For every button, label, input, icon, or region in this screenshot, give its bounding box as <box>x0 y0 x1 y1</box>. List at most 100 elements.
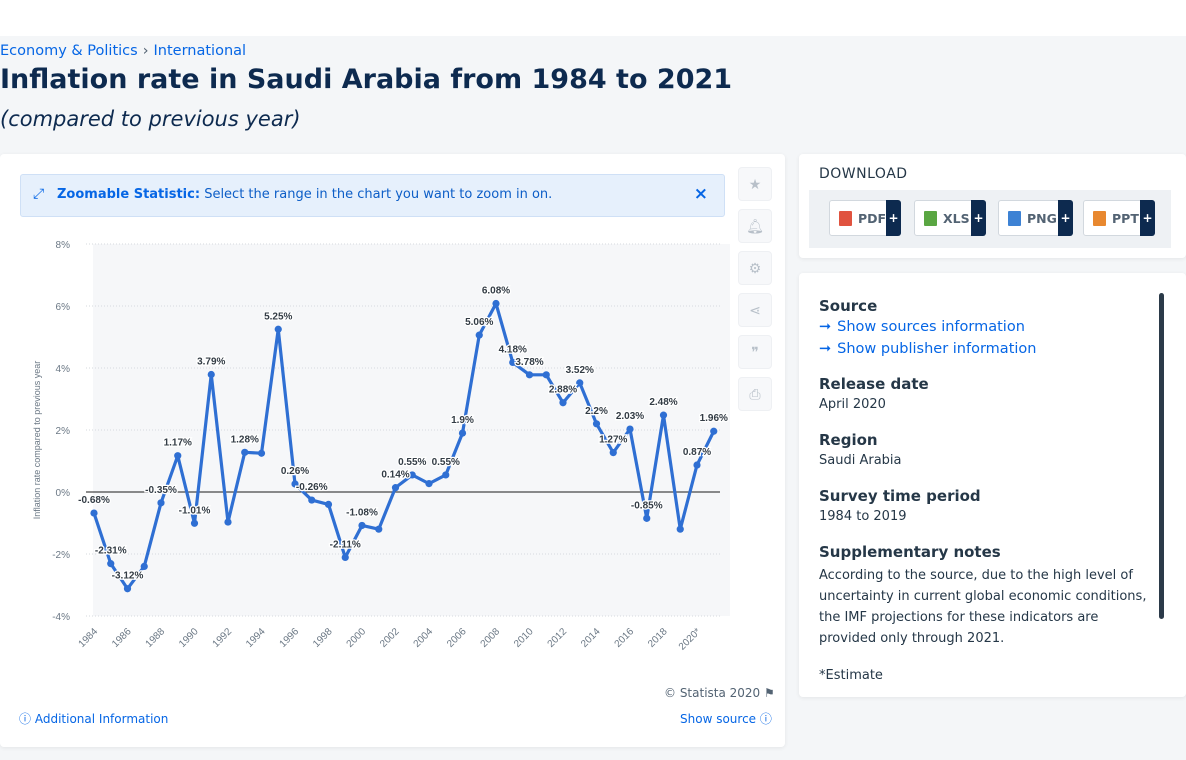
data-label: 1.9% <box>451 415 474 426</box>
download-png-button[interactable]: PNG + <box>998 200 1073 236</box>
expand-icon: ⤢ <box>33 186 45 202</box>
x-tick-label: 2004 <box>412 626 436 650</box>
xls-file-icon <box>924 210 937 226</box>
source-heading: Source <box>819 297 878 315</box>
y-tick-label: -4% <box>52 612 70 623</box>
data-label: 0.55% <box>398 457 426 468</box>
data-label: 2.2% <box>585 406 608 417</box>
gear-icon[interactable]: ⚙ <box>738 251 772 285</box>
notes-value: According to the source, due to the high… <box>819 568 1147 646</box>
period-heading: Survey time period <box>819 487 981 505</box>
plus-icon[interactable]: + <box>886 200 901 236</box>
data-label: 3.52% <box>566 365 594 376</box>
data-label: 1.17% <box>164 438 192 449</box>
data-label: 0.26% <box>281 466 309 477</box>
page-title: Inflation rate in Saudi Arabia from 1984… <box>0 64 733 95</box>
quote-icon[interactable]: ❞ <box>738 335 772 369</box>
download-title: DOWNLOAD <box>819 166 908 182</box>
notes-heading: Supplementary notes <box>819 543 1001 561</box>
download-card: DOWNLOAD PDF + XLS + PNG + PPT + <box>799 154 1186 258</box>
data-label: -1.08% <box>346 507 378 518</box>
data-point <box>710 427 718 435</box>
data-point <box>559 399 567 407</box>
share-icon[interactable]: ⋖ <box>738 293 772 327</box>
data-label: 6.08% <box>482 286 510 297</box>
data-point <box>291 480 299 488</box>
data-label: 3.79% <box>197 357 225 368</box>
info-icon: ⓘ <box>19 712 32 726</box>
info-scrollbar[interactable] <box>1159 293 1164 619</box>
x-tick-label: 1984 <box>77 626 101 650</box>
top-bar <box>0 0 1186 36</box>
data-label: 2.48% <box>649 397 677 408</box>
chart-band <box>193 244 228 616</box>
data-point <box>375 525 383 533</box>
download-ppt-button[interactable]: PPT + <box>1083 200 1155 236</box>
arrow-right-icon: ➞ <box>819 319 832 335</box>
breadcrumb: Economy & Politics › International <box>0 43 246 59</box>
plus-icon[interactable]: + <box>1140 200 1155 236</box>
show-publisher-label: Show publisher information <box>837 341 1037 357</box>
x-tick-label: 1992 <box>211 626 235 650</box>
data-point <box>157 499 165 507</box>
x-tick-label: 2016 <box>613 626 637 650</box>
data-label: 1.28% <box>231 434 259 445</box>
plus-icon[interactable]: + <box>971 200 986 236</box>
data-point <box>341 553 349 562</box>
data-point <box>107 560 115 568</box>
data-label: 2.03% <box>616 411 644 422</box>
star-icon[interactable]: ★ <box>738 167 772 201</box>
x-tick-label: 1988 <box>144 626 168 650</box>
data-point <box>174 452 182 460</box>
x-tick-label: 2020* <box>677 626 703 652</box>
inflation-line-chart[interactable]: 8% 6% 4% 2% 0% -2% -4% Inflation rate compared … <box>0 234 740 684</box>
data-point <box>274 325 282 333</box>
breadcrumb-international-link[interactable]: International <box>153 43 247 59</box>
data-label: 5.25% <box>264 311 292 322</box>
breadcrumb-economy-link[interactable]: Economy & Politics <box>0 43 138 59</box>
data-point <box>408 471 416 479</box>
data-point <box>643 514 651 522</box>
additional-information-label: Additional Information <box>34 712 169 726</box>
data-label: -1.01% <box>179 505 211 516</box>
info-icon: ⓘ <box>759 712 772 726</box>
data-point <box>525 371 534 379</box>
y-tick-label: 2% <box>56 426 71 437</box>
bell-icon[interactable]: 🔔︎ <box>738 209 772 243</box>
copyright-label: © Statista 2020 <box>664 686 761 700</box>
data-point <box>207 370 215 379</box>
x-tick-label: 1998 <box>311 626 335 650</box>
data-point <box>90 509 98 517</box>
flag-icon: ⚑ <box>764 686 775 700</box>
show-sources-label: Show sources information <box>837 319 1025 335</box>
download-xls-button[interactable]: XLS + <box>914 200 986 236</box>
y-tick-label: 0% <box>56 488 71 499</box>
data-point <box>592 420 601 428</box>
data-point <box>659 411 668 419</box>
chart-tools: ★ 🔔︎ ⚙ ⋖ ❞ ⎙ <box>738 167 772 419</box>
show-sources-link[interactable]: ➞ Show sources information <box>819 319 1149 335</box>
data-label: 5.06% <box>465 317 493 328</box>
x-tick-label: 2002 <box>378 626 402 650</box>
x-tick-label: 2000 <box>345 626 369 650</box>
data-label: 0.14% <box>381 470 409 481</box>
ppt-label: PPT <box>1112 210 1139 226</box>
close-icon[interactable]: × <box>693 184 708 204</box>
chart-card: ⤢ Zoomable Statistic: Select the range i… <box>0 154 785 747</box>
data-point <box>190 519 199 527</box>
info-card: Source ➞ Show sources information ➞ Show p… <box>799 273 1186 697</box>
chart-band <box>227 244 261 616</box>
breadcrumb-separator: › <box>142 43 149 59</box>
plus-icon[interactable]: + <box>1058 200 1073 236</box>
zoom-notice: ⤢ Zoomable Statistic: Select the range i… <box>20 174 725 217</box>
show-publisher-link[interactable]: ➞ Show publisher information <box>819 341 1149 357</box>
data-point <box>425 480 433 488</box>
print-icon[interactable]: ⎙ <box>738 377 772 411</box>
png-label: PNG <box>1027 210 1057 226</box>
data-point <box>693 461 701 469</box>
y-tick-label: 8% <box>56 240 71 251</box>
download-pdf-button[interactable]: PDF + <box>829 200 901 236</box>
x-tick-label: 2014 <box>579 626 603 650</box>
additional-information-link[interactable]: ⓘ Additional Information <box>19 710 168 727</box>
show-source-link[interactable]: Show source ⓘ <box>680 710 772 727</box>
